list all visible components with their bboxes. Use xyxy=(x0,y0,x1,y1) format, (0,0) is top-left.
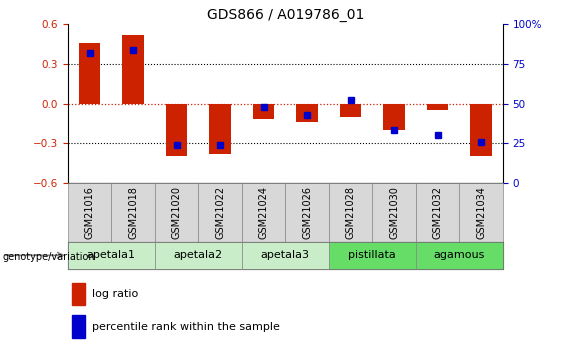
Text: apetala1: apetala1 xyxy=(87,250,136,260)
Text: GSM21022: GSM21022 xyxy=(215,186,225,239)
Bar xyxy=(198,183,242,242)
Text: percentile rank within the sample: percentile rank within the sample xyxy=(92,322,280,332)
Text: GSM21032: GSM21032 xyxy=(433,186,442,239)
Text: GSM21018: GSM21018 xyxy=(128,186,138,239)
Bar xyxy=(427,104,449,110)
Text: GSM21026: GSM21026 xyxy=(302,186,312,239)
Text: log ratio: log ratio xyxy=(92,289,138,299)
Bar xyxy=(242,241,329,269)
Bar xyxy=(285,183,329,242)
Text: genotype/variation: genotype/variation xyxy=(3,252,95,262)
Text: GSM21030: GSM21030 xyxy=(389,186,399,239)
Text: pistillata: pistillata xyxy=(349,250,396,260)
Bar xyxy=(111,183,155,242)
Bar xyxy=(79,43,101,104)
Bar xyxy=(296,104,318,122)
Text: apetala3: apetala3 xyxy=(261,250,310,260)
Bar xyxy=(340,104,362,117)
Text: agamous: agamous xyxy=(434,250,485,260)
Text: GSM21024: GSM21024 xyxy=(259,186,268,239)
Bar xyxy=(253,104,275,119)
Text: apetala2: apetala2 xyxy=(174,250,223,260)
Bar xyxy=(72,315,85,338)
Bar xyxy=(372,183,416,242)
Bar xyxy=(329,241,416,269)
Bar xyxy=(329,183,372,242)
Title: GDS866 / A019786_01: GDS866 / A019786_01 xyxy=(207,8,364,22)
Bar xyxy=(209,104,231,154)
Text: GSM21028: GSM21028 xyxy=(346,186,355,239)
Text: GSM21016: GSM21016 xyxy=(85,186,94,239)
Bar xyxy=(122,35,144,103)
Bar xyxy=(470,104,492,156)
Bar xyxy=(383,104,405,130)
Bar xyxy=(459,183,503,242)
Bar xyxy=(166,104,188,156)
Bar xyxy=(155,183,198,242)
Bar xyxy=(416,241,503,269)
Bar xyxy=(68,241,155,269)
Text: GSM21020: GSM21020 xyxy=(172,186,181,239)
Bar xyxy=(155,241,242,269)
Text: GSM21034: GSM21034 xyxy=(476,186,486,239)
Bar xyxy=(416,183,459,242)
Bar xyxy=(72,283,85,306)
Bar xyxy=(242,183,285,242)
Bar xyxy=(68,183,111,242)
